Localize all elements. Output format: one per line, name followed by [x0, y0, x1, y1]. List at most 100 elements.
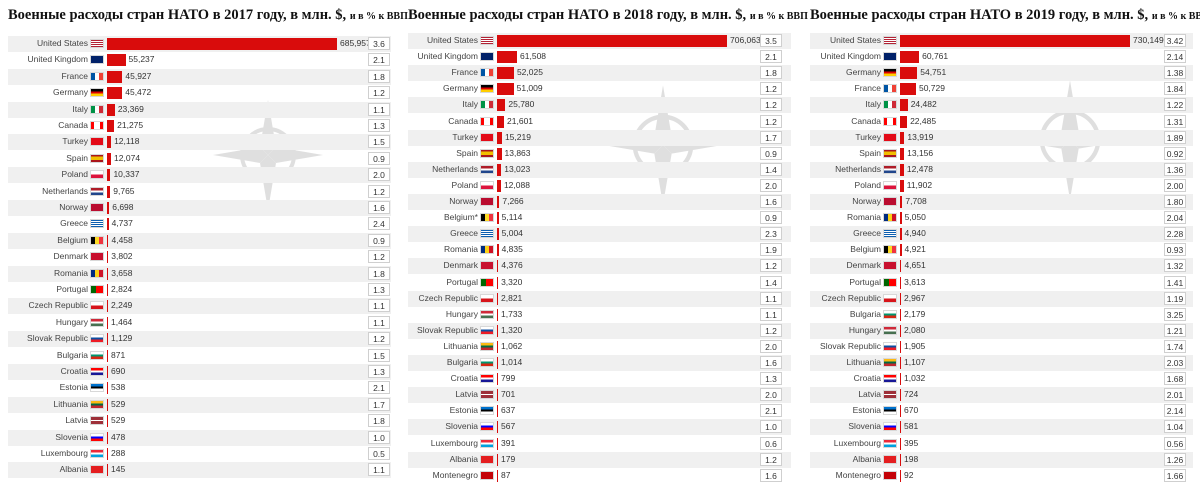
country-label: Bulgaria [849, 308, 881, 319]
flag-tr-icon [90, 137, 104, 147]
country-label: United Kingdom [417, 51, 478, 62]
country-label: Netherlands [835, 163, 881, 174]
gdp-percent-label: 3.5 [760, 34, 782, 47]
flag-it-icon [90, 104, 104, 114]
flag-lt-icon [883, 358, 897, 367]
country-label: Poland [451, 179, 478, 190]
country-label: Germany [53, 87, 88, 98]
value-label: 538 [111, 382, 126, 393]
chart-row: Spain 13,156 0.92 [810, 146, 1193, 162]
country-label: Turkey [62, 136, 88, 147]
flag-lu-icon [480, 438, 494, 448]
chart-row: Portugal 3,320 1.4 [408, 275, 791, 291]
spending-bar [107, 333, 108, 346]
value-label: 1,464 [111, 316, 133, 327]
gdp-percent-label: 1.4 [760, 275, 782, 289]
country-label: Slovak Republic [27, 333, 88, 344]
spending-bar [900, 453, 901, 466]
spending-bar [900, 35, 1130, 47]
gdp-percent-label: 1.80 [1164, 195, 1186, 208]
spending-bar [497, 421, 498, 434]
value-label: 11,902 [906, 179, 933, 190]
spending-bar [900, 244, 902, 257]
chart-row: Czech Republic 2,967 1.19 [810, 290, 1193, 307]
value-label: 1,014 [501, 357, 523, 367]
flag-hr-icon [480, 374, 494, 384]
flag-hu-icon [90, 317, 104, 327]
flag-si-icon [90, 432, 104, 442]
gdp-percent-label: 2.03 [1164, 356, 1186, 369]
country-label: Romania [846, 212, 881, 223]
chart-row: Norway 6,698 1.6 [8, 200, 391, 216]
value-label: 4,376 [501, 260, 523, 271]
country-label: Luxembourg [40, 448, 88, 458]
spending-bar [497, 389, 498, 402]
flag-si-icon [480, 422, 494, 432]
spending-bar [497, 437, 498, 450]
chart-row: Bulgaria 871 1.5 [8, 348, 391, 364]
gdp-percent-label: 1.41 [1164, 275, 1186, 289]
value-label: 12,118 [114, 136, 140, 147]
flag-ee-icon [883, 406, 897, 416]
spending-bar [900, 469, 901, 482]
value-label: 2,821 [501, 292, 523, 303]
chart-row: Poland 12,088 2.0 [408, 178, 791, 194]
flag-ca-icon [90, 121, 104, 130]
value-label: 12,478 [906, 163, 933, 174]
gdp-percent-label: 1.38 [1164, 66, 1186, 80]
flag-it-icon [480, 100, 494, 110]
value-label: 3,658 [111, 267, 133, 278]
spending-bar [497, 292, 498, 305]
value-label: 22,485 [910, 115, 937, 126]
country-label: Hungary [445, 308, 478, 319]
flag-pt-icon [883, 277, 897, 287]
country-label: Portugal [56, 284, 88, 294]
chart-row: Latvia 529 1.8 [8, 413, 391, 429]
spending-bar [107, 185, 111, 198]
spending-bar [497, 99, 506, 112]
value-label: 2,080 [904, 324, 926, 335]
country-label: Belgium [57, 234, 88, 245]
spending-bar [900, 260, 902, 273]
flag-me-icon [883, 470, 897, 480]
gdp-percent-label: 1.2 [760, 323, 782, 337]
chart-row: Bulgaria 1,014 1.6 [408, 355, 791, 371]
flag-al-icon [90, 465, 104, 475]
spending-bar [107, 218, 109, 231]
chart-row: Germany 51,009 1.2 [408, 81, 791, 97]
gdp-percent-label: 2.3 [760, 227, 782, 241]
flag-gb-icon [90, 55, 104, 65]
value-label: 529 [111, 415, 126, 426]
gdp-percent-label: 1.2 [760, 114, 782, 128]
spending-bar [900, 163, 904, 176]
chart-row: Netherlands 12,478 1.36 [810, 161, 1193, 178]
spending-bar [107, 103, 115, 116]
gdp-percent-label: 3.25 [1164, 307, 1186, 321]
country-label: Czech Republic [28, 300, 88, 311]
chart-2018: Военные расходы стран НАТО в 2018 году, … [408, 0, 808, 492]
value-label: 3,320 [501, 276, 523, 287]
country-label: Slovenia [55, 431, 88, 442]
chart-row: Luxembourg 395 0.56 [810, 436, 1193, 452]
spending-bar [107, 38, 337, 50]
chart-row: Croatia 799 1.3 [408, 371, 791, 387]
gdp-percent-label: 1.89 [1164, 130, 1186, 144]
gdp-percent-label: 1.8 [368, 69, 390, 83]
chart-row: Hungary 2,080 1.21 [810, 322, 1193, 339]
country-label: Belgium [850, 244, 881, 255]
flag-ee-icon [90, 383, 104, 393]
flag-fr-icon [480, 68, 494, 78]
value-label: 13,156 [907, 147, 934, 158]
flag-ro-icon [883, 213, 897, 223]
flag-hr-icon [883, 374, 897, 384]
value-label: 23,369 [117, 103, 144, 114]
value-label: 1,062 [501, 340, 523, 351]
spending-bar [497, 51, 518, 64]
flag-be-icon [883, 245, 897, 255]
country-label: United States [829, 35, 881, 45]
spending-bar [107, 120, 115, 132]
gdp-percent-label: 1.4 [760, 162, 782, 176]
spending-bar [497, 228, 499, 241]
flag-es-icon [480, 148, 494, 158]
value-label: 21,601 [507, 115, 534, 126]
